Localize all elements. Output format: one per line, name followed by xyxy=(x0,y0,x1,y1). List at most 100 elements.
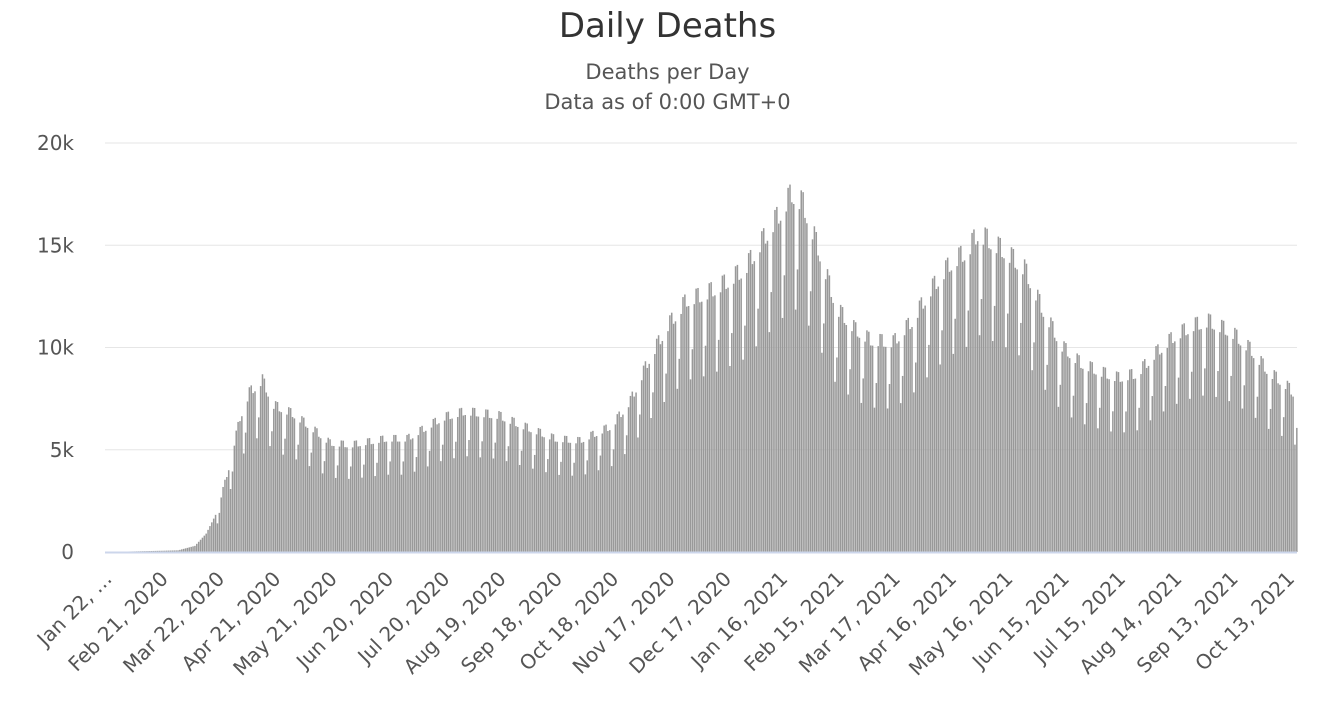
bar xyxy=(762,228,765,552)
bar xyxy=(203,535,206,552)
bar xyxy=(1262,358,1264,552)
bar xyxy=(1113,381,1116,552)
bar xyxy=(1237,343,1240,552)
bar xyxy=(522,429,525,552)
bar xyxy=(988,248,990,553)
bar xyxy=(804,217,806,552)
bar xyxy=(257,417,260,552)
bar xyxy=(1219,332,1221,552)
bar xyxy=(868,331,870,552)
bar xyxy=(1033,342,1035,552)
bar xyxy=(1175,403,1178,552)
bar xyxy=(1055,341,1058,552)
bar xyxy=(1279,384,1281,552)
bar xyxy=(674,321,677,552)
bar xyxy=(918,300,921,552)
bar xyxy=(965,346,968,552)
bar xyxy=(749,249,752,552)
bar xyxy=(503,421,506,552)
bar xyxy=(1281,435,1283,552)
bar xyxy=(727,287,729,552)
bar xyxy=(995,253,998,552)
bar xyxy=(1127,380,1129,552)
bar xyxy=(841,307,844,552)
bar xyxy=(1104,367,1107,552)
bar xyxy=(823,323,825,552)
bar xyxy=(528,431,530,552)
bar xyxy=(263,378,266,552)
bar xyxy=(652,392,654,552)
bar xyxy=(1264,371,1266,552)
bar xyxy=(498,411,500,552)
bar xyxy=(1181,324,1184,552)
bar xyxy=(560,461,562,552)
bar xyxy=(798,209,801,553)
bar xyxy=(166,550,168,552)
bar xyxy=(941,330,943,552)
bar xyxy=(976,241,979,552)
bar xyxy=(1232,338,1234,552)
bar xyxy=(1023,259,1026,552)
bar xyxy=(250,385,252,552)
bar xyxy=(421,425,423,552)
bar xyxy=(828,275,831,552)
bar xyxy=(1022,274,1024,552)
y-tick-label: 5k xyxy=(50,438,75,462)
bar xyxy=(659,344,662,552)
bar xyxy=(1252,358,1255,552)
bar xyxy=(571,475,573,552)
bar xyxy=(288,407,290,552)
bar xyxy=(293,418,296,552)
bar xyxy=(616,414,619,552)
bar xyxy=(372,443,375,552)
bar xyxy=(811,239,814,553)
bar xyxy=(1117,372,1120,552)
bar xyxy=(1260,356,1262,552)
bar xyxy=(896,343,898,552)
bar xyxy=(622,414,624,552)
bar xyxy=(471,407,474,552)
bar xyxy=(963,260,966,552)
bar xyxy=(946,257,949,552)
bar xyxy=(304,426,307,552)
bar xyxy=(485,409,487,552)
bar xyxy=(408,433,410,552)
bar xyxy=(993,305,996,552)
bar xyxy=(241,416,243,552)
bar xyxy=(849,369,851,552)
bar xyxy=(642,365,645,552)
bar xyxy=(1166,347,1169,552)
bar xyxy=(920,297,923,552)
bar xyxy=(597,470,600,552)
bar xyxy=(507,446,510,552)
bar xyxy=(1008,262,1011,552)
bar xyxy=(766,240,769,552)
bar xyxy=(537,428,540,552)
bar xyxy=(1140,374,1142,552)
bar xyxy=(1282,417,1285,552)
bar xyxy=(753,261,756,552)
bar xyxy=(1042,316,1045,552)
bar xyxy=(607,430,609,552)
bar xyxy=(926,377,928,552)
bar xyxy=(1174,341,1176,552)
bar xyxy=(443,420,446,552)
bar xyxy=(526,423,528,552)
bar xyxy=(1078,355,1080,552)
bar xyxy=(937,286,940,552)
bar xyxy=(520,450,523,552)
bar xyxy=(530,432,532,552)
bar xyxy=(1063,341,1065,552)
bar xyxy=(1294,444,1296,552)
bar xyxy=(702,376,705,552)
bar xyxy=(1144,359,1146,552)
bar xyxy=(834,381,836,552)
bar xyxy=(1006,313,1009,552)
bar xyxy=(396,441,399,552)
bar xyxy=(197,541,200,552)
bar xyxy=(1070,417,1073,552)
bar xyxy=(334,477,337,552)
bar xyxy=(991,341,994,552)
bar xyxy=(244,432,247,552)
